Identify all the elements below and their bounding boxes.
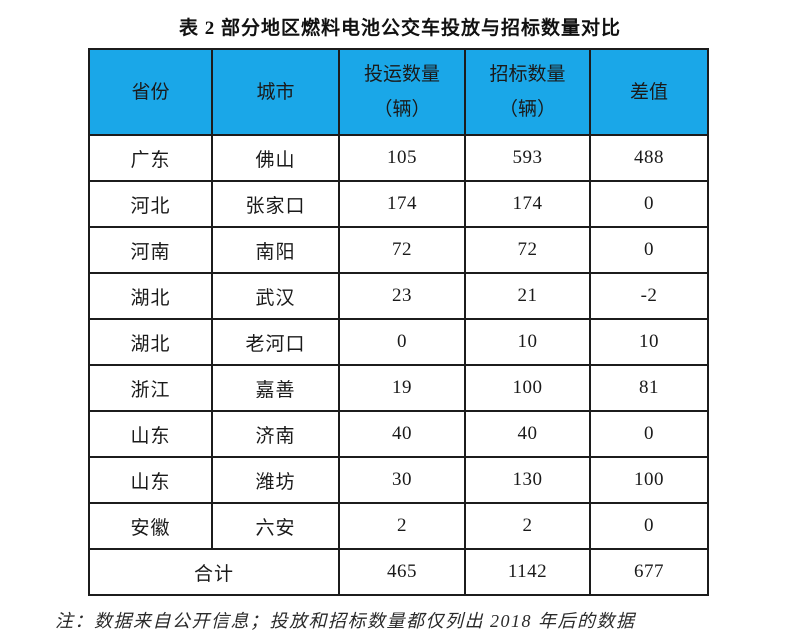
cell-diff: -2 [589,272,709,320]
header-province: 省份 [88,48,213,136]
table-row: 河南 南阳 72 72 0 [88,226,709,274]
table-row: 山东 济南 40 40 0 [88,410,709,458]
cell-city: 济南 [211,410,340,458]
cell-deployed: 30 [338,456,466,504]
cell-deployed: 72 [338,226,466,274]
header-label: 城市 [256,81,295,103]
cell-tender: 40 [464,410,591,458]
cell-province: 河南 [88,226,213,274]
total-label: 合计 [88,548,340,596]
cell-city: 嘉善 [211,364,340,412]
cell-diff: 0 [589,410,709,458]
total-diff: 677 [589,548,709,596]
header-deployed-qty: 投运数量 （辆） [338,48,466,136]
cell-tender: 174 [464,180,591,228]
header-sub: （辆） [498,99,556,120]
table-row: 湖北 武汉 23 21 -2 [88,272,709,320]
cell-city: 潍坊 [211,456,340,504]
footnote: 注：数据来自公开信息；投放和招标数量都仅列出 2018 年后的数据 [55,611,636,631]
cell-city: 武汉 [211,272,340,320]
cell-city: 张家口 [211,180,340,228]
header-label: 省份 [131,81,170,103]
cell-deployed: 2 [338,502,466,550]
total-deployed: 465 [338,548,466,596]
table-row: 山东 潍坊 30 130 100 [88,456,709,504]
cell-city: 六安 [211,502,340,550]
table-title: 表 2 部分地区燃料电池公交车投放与招标数量对比 [178,18,621,39]
cell-deployed: 105 [338,134,466,182]
cell-deployed: 174 [338,180,466,228]
header-label: 招标数量 [489,64,566,85]
cell-tender: 21 [464,272,591,320]
cell-tender: 593 [464,134,591,182]
cell-diff: 10 [589,318,709,366]
cell-tender: 100 [464,364,591,412]
header-row: 省份 城市 投运数量 （辆） 招标数量 （辆） 差值 [88,48,709,136]
cell-province: 湖北 [88,272,213,320]
table-row: 安徽 六安 2 2 0 [88,502,709,550]
cell-deployed: 40 [338,410,466,458]
cell-province: 湖北 [88,318,213,366]
cell-province: 河北 [88,180,213,228]
cell-province: 浙江 [88,364,213,412]
cell-tender: 2 [464,502,591,550]
cell-diff: 100 [589,456,709,504]
header-label: 差值 [629,81,668,103]
total-tender: 1142 [464,548,591,596]
cell-city: 老河口 [211,318,340,366]
table-row: 湖北 老河口 0 10 10 [88,318,709,366]
cell-diff: 81 [589,364,709,412]
header-label: 投运数量 [363,64,440,85]
total-row: 合计 465 1142 677 [88,548,709,596]
cell-diff: 0 [589,180,709,228]
table-row: 河北 张家口 174 174 0 [88,180,709,228]
cell-city: 南阳 [211,226,340,274]
header-tender-qty: 招标数量 （辆） [464,48,591,136]
cell-province: 广东 [88,134,213,182]
cell-deployed: 23 [338,272,466,320]
cell-city: 佛山 [211,134,340,182]
cell-province: 安徽 [88,502,213,550]
cell-province: 山东 [88,410,213,458]
table-row: 浙江 嘉善 19 100 81 [88,364,709,412]
header-sub: （辆） [373,99,431,120]
cell-diff: 488 [589,134,709,182]
cell-province: 山东 [88,456,213,504]
cell-diff: 0 [589,226,709,274]
cell-tender: 72 [464,226,591,274]
header-city: 城市 [211,48,340,136]
fuel-cell-bus-table: 省份 城市 投运数量 （辆） 招标数量 （辆） 差值 [88,48,709,596]
cell-diff: 0 [589,502,709,550]
cell-deployed: 19 [338,364,466,412]
cell-tender: 10 [464,318,591,366]
cell-tender: 130 [464,456,591,504]
cell-deployed: 0 [338,318,466,366]
table-row: 广东 佛山 105 593 488 [88,134,709,182]
header-difference: 差值 [589,48,709,136]
